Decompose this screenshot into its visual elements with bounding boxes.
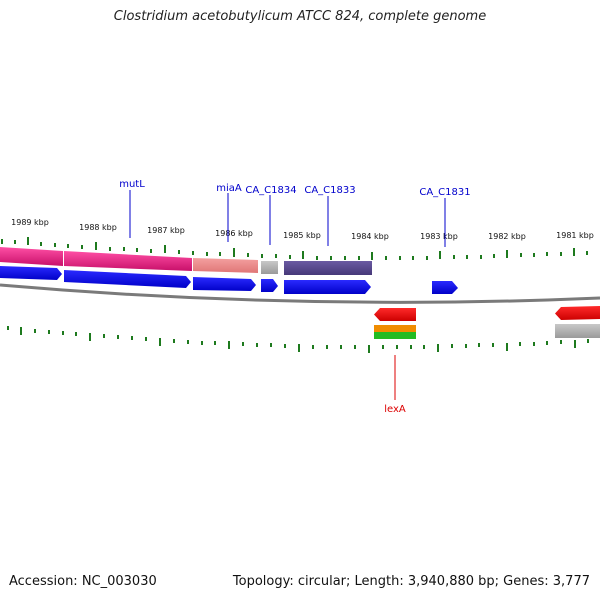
kbp-label: 1985 kbp bbox=[283, 231, 321, 240]
kbp-label: 1986 kbp bbox=[215, 229, 253, 238]
cds-arrow[interactable] bbox=[0, 266, 62, 280]
gene-label-lexA[interactable]: lexA bbox=[384, 404, 406, 415]
cds-arrow[interactable] bbox=[261, 279, 278, 292]
salmon-feature[interactable] bbox=[193, 258, 258, 273]
gene-label-CA_C1834[interactable]: CA_C1834 bbox=[245, 185, 296, 196]
kbp-label: 1983 kbp bbox=[420, 232, 458, 241]
cds-arrow[interactable] bbox=[284, 280, 371, 294]
gene-label-miaA[interactable]: miaA bbox=[216, 183, 242, 194]
upper-ruler bbox=[1, 237, 588, 260]
purple-feature[interactable] bbox=[284, 261, 372, 275]
kbp-label: 1981 kbp bbox=[556, 231, 594, 240]
gene-label-CA_C1831[interactable]: CA_C1831 bbox=[419, 187, 470, 198]
kbp-label: 1984 kbp bbox=[351, 232, 389, 241]
feature-track-reverse bbox=[374, 306, 600, 339]
map-title: Clostridium acetobutylicum ATCC 824, com… bbox=[113, 9, 487, 24]
genome-summary-text: Topology: circular; Length: 3,940,880 bp… bbox=[232, 574, 590, 589]
cds-arrow[interactable] bbox=[193, 277, 256, 291]
reverse-cds-arrow[interactable] bbox=[555, 306, 600, 320]
accession-text: Accession: NC_003030 bbox=[9, 574, 157, 589]
green-feature[interactable] bbox=[374, 332, 416, 339]
lexA-arrow[interactable] bbox=[374, 308, 416, 321]
pink-feature[interactable] bbox=[0, 247, 63, 266]
gene-label-CA_C1833[interactable]: CA_C1833 bbox=[304, 185, 355, 196]
orange-feature[interactable] bbox=[374, 325, 416, 332]
cds-arrow[interactable] bbox=[432, 281, 458, 294]
lower-ruler bbox=[7, 326, 589, 353]
pink-feature[interactable] bbox=[64, 251, 192, 271]
kbp-label: 1987 kbp bbox=[147, 226, 185, 235]
kbp-label: 1989 kbp bbox=[11, 218, 49, 227]
grey-feature[interactable] bbox=[261, 261, 278, 274]
cds-track-forward bbox=[0, 266, 458, 294]
kbp-label: 1982 kbp bbox=[488, 232, 526, 241]
feature-track-forward bbox=[0, 247, 372, 275]
grey-feature[interactable] bbox=[555, 324, 600, 338]
gene-leaders bbox=[129, 190, 446, 400]
cds-arrow[interactable] bbox=[64, 270, 191, 288]
kbp-label: 1988 kbp bbox=[79, 223, 117, 232]
gene-label-mutL[interactable]: mutL bbox=[119, 179, 145, 190]
genome-backbone bbox=[0, 283, 600, 304]
